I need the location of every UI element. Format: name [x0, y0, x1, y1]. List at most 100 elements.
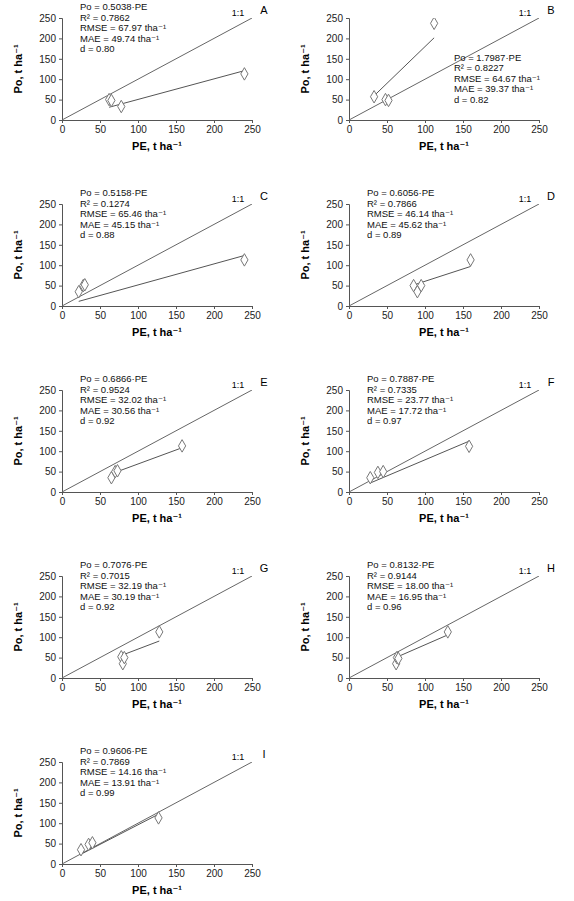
- y-tick-label: 150: [39, 798, 56, 809]
- x-tick-label: 0: [347, 496, 353, 507]
- annotation: Po = 0.7076·PE: [80, 559, 147, 570]
- y-tick-mark: [346, 100, 349, 101]
- x-tick: 0: [347, 678, 353, 693]
- data-point: [89, 837, 96, 849]
- y-tick-mark: [346, 265, 349, 266]
- data-point: [467, 254, 474, 266]
- annotation: R² = 0.8227: [454, 62, 504, 73]
- regression-line: [109, 71, 244, 108]
- y-tick-mark: [346, 472, 349, 473]
- y-tick: 200: [39, 777, 62, 788]
- x-tick: 0: [60, 120, 66, 135]
- y-tick-mark: [59, 79, 62, 80]
- x-axis: 050100150200250: [60, 120, 262, 135]
- x-tick-label: 250: [531, 496, 548, 507]
- x-tick-label: 100: [130, 124, 147, 135]
- y-tick: 50: [45, 652, 62, 663]
- x-axis-line: [63, 307, 253, 310]
- x-tick-mark: [214, 492, 215, 495]
- y-tick-mark: [59, 38, 62, 39]
- x-tick-label: 250: [531, 124, 548, 135]
- y-tick: 150: [326, 612, 349, 623]
- x-tick-mark: [252, 864, 253, 867]
- y-tick-mark: [346, 658, 349, 659]
- y-tick-label: 200: [39, 777, 56, 788]
- x-tick-label: 0: [60, 868, 66, 879]
- annotation: Po = 1.7987·PE: [454, 52, 521, 63]
- y-axis-line: [59, 763, 63, 865]
- y-tick-mark: [59, 803, 62, 804]
- x-tick-label: 50: [382, 124, 394, 135]
- x-tick: 200: [206, 864, 223, 879]
- identity-line: [349, 390, 539, 492]
- y-tick-mark: [59, 492, 62, 493]
- x-tick-label: 200: [206, 496, 223, 507]
- panel-title: E: [260, 376, 267, 388]
- y-tick: 150: [326, 240, 349, 251]
- x-tick: 200: [493, 120, 510, 135]
- y-tick-label: 250: [326, 199, 343, 210]
- panel: 050100150200250050100150200250PE, t ha⁻¹…: [12, 1, 268, 152]
- y-tick-label: 50: [45, 280, 57, 291]
- y-tick-label: 0: [337, 301, 343, 312]
- data-point: [77, 843, 84, 855]
- y-tick-mark: [346, 204, 349, 205]
- y-tick: 0: [337, 301, 349, 312]
- y-tick: 100: [39, 446, 62, 457]
- y-axis: 050100150200250: [326, 571, 349, 684]
- y-tick-label: 50: [45, 94, 57, 105]
- annotation: RMSE = 18.00 tha⁻¹: [367, 580, 453, 591]
- y-tick-label: 50: [332, 280, 344, 291]
- y-tick-mark: [59, 18, 62, 19]
- y-axis: 050100150200250: [326, 13, 349, 126]
- annotation: RMSE = 67.97 tha⁻¹: [80, 22, 166, 33]
- data-point: [118, 100, 125, 112]
- x-tick: 150: [455, 120, 472, 135]
- y-tick: 150: [39, 612, 62, 623]
- x-tick-label: 200: [493, 496, 510, 507]
- y-axis-line: [346, 19, 350, 121]
- y-tick: 150: [39, 54, 62, 65]
- x-tick: 250: [531, 492, 548, 507]
- identity-label: 1:1: [519, 194, 532, 204]
- x-tick-mark: [463, 678, 464, 681]
- x-tick-mark: [138, 864, 139, 867]
- panel: 050100150200250050100150200250PE, t ha⁻¹…: [12, 373, 268, 524]
- x-tick: 150: [168, 678, 185, 693]
- data-point: [241, 68, 248, 80]
- y-tick-label: 200: [39, 219, 56, 230]
- annotation: RMSE = 32.02 tha⁻¹: [80, 394, 166, 405]
- y-tick-label: 150: [326, 54, 343, 65]
- identity-line: [349, 18, 539, 120]
- x-axis-title: PE, t ha⁻¹: [419, 140, 469, 152]
- annotation: RMSE = 32.19 tha⁻¹: [80, 580, 166, 591]
- identity-label: 1:1: [232, 194, 245, 204]
- annotation: MAE = 49.74 tha⁻¹: [80, 33, 159, 44]
- y-axis: 050100150200250: [326, 199, 349, 312]
- data-point: [114, 465, 121, 477]
- plot-area: [62, 18, 252, 120]
- annotation: Po = 0.7887·PE: [367, 373, 434, 384]
- y-tick: 150: [39, 426, 62, 437]
- y-tick-label: 50: [45, 466, 57, 477]
- y-tick: 250: [39, 13, 62, 24]
- x-tick-label: 100: [130, 310, 147, 321]
- y-tick: 50: [45, 280, 62, 291]
- y-axis: 050100150200250: [39, 757, 62, 870]
- x-tick: 150: [168, 492, 185, 507]
- x-tick-label: 150: [455, 496, 472, 507]
- x-tick-mark: [214, 864, 215, 867]
- x-tick-label: 50: [95, 682, 107, 693]
- y-tick-mark: [59, 410, 62, 411]
- y-axis-title: Po, t ha⁻¹: [299, 602, 311, 652]
- y-tick-label: 0: [337, 673, 343, 684]
- y-tick-label: 200: [326, 405, 343, 416]
- x-tick-mark: [138, 120, 139, 123]
- x-tick: 250: [531, 678, 548, 693]
- annotation: RMSE = 23.77 tha⁻¹: [367, 394, 453, 405]
- identity-line: [349, 576, 539, 678]
- y-tick-mark: [59, 224, 62, 225]
- data-point: [241, 254, 248, 266]
- annotation: MAE = 45.15 tha⁻¹: [80, 219, 159, 230]
- y-tick-mark: [346, 576, 349, 577]
